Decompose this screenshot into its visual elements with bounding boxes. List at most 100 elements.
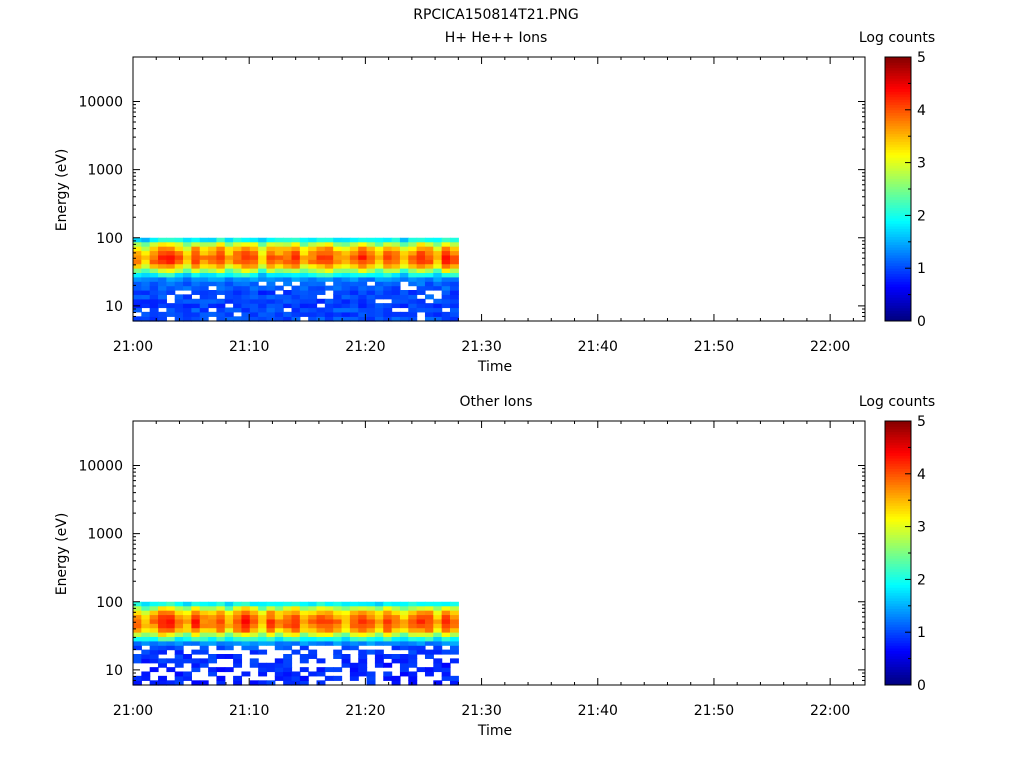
spectrogram-cell: [216, 285, 226, 291]
spectrogram-cell: [166, 601, 176, 607]
spectrogram-cell: [274, 627, 284, 633]
colorbar-segment: [885, 120, 911, 124]
spectrogram-cell: [399, 658, 409, 664]
spectrogram-cell: [141, 605, 151, 611]
spectrogram-cell: [399, 662, 409, 668]
spectrogram-cell: [216, 627, 226, 633]
spectrogram-cell: [324, 675, 334, 681]
spectrogram-cell: [441, 246, 451, 252]
spectrogram-cell: [449, 658, 459, 664]
spectrogram-cell: [299, 281, 309, 287]
spectrogram-cell: [408, 632, 418, 637]
spectrogram-cell: [374, 285, 384, 291]
colorbar-segment: [885, 181, 911, 185]
spectrogram-cell: [333, 632, 343, 637]
colorbar-segment: [885, 99, 911, 103]
spectrogram-cell: [358, 654, 368, 659]
spectrogram-cell: [183, 303, 192, 309]
spectrogram-cell: [174, 311, 184, 317]
spectrogram-cell: [141, 316, 151, 322]
spectrogram-cell: [174, 241, 184, 247]
spectrogram-cell: [449, 632, 459, 637]
colorbar-segment: [885, 255, 911, 259]
spectrogram-cell: [183, 675, 192, 681]
colorbar-segment: [885, 96, 911, 100]
spectrogram-cell: [316, 281, 326, 287]
spectrogram-cell: [133, 268, 142, 273]
spectrogram-cell: [149, 237, 159, 243]
spectrogram-cell: [383, 294, 393, 300]
colorbar-segment: [885, 526, 911, 530]
spectrogram-cell: [308, 618, 318, 624]
spectrogram-cell: [183, 298, 192, 304]
spectrogram-cell: [391, 601, 401, 607]
colorbar-segment: [885, 241, 911, 245]
spectrogram-cell: [208, 259, 218, 265]
colorbar-segment: [885, 582, 911, 586]
spectrogram-cell: [424, 623, 434, 629]
spectrogram-cell: [199, 649, 209, 655]
spectrogram-cell: [241, 632, 251, 637]
spectrogram-cell: [191, 263, 201, 269]
spectrogram-cell: [283, 263, 293, 269]
spectrogram-cell: [233, 268, 243, 273]
spectrogram-cell: [358, 667, 368, 673]
spectrogram-cell: [383, 654, 393, 659]
spectrogram-cell: [399, 640, 409, 646]
spectrogram-cell: [274, 618, 284, 624]
spectrogram-cell: [199, 285, 209, 291]
spectrogram-cell: [158, 618, 167, 624]
colorbar-segment: [885, 531, 911, 536]
spectrogram-cell: [341, 237, 351, 243]
spectrogram-cell: [424, 259, 434, 265]
spectrogram-cell: [416, 298, 426, 304]
spectrogram-cell: [199, 610, 209, 616]
colorbar-segment: [885, 59, 911, 63]
spectrogram-cell: [274, 645, 284, 651]
spectrogram-cell: [391, 311, 401, 317]
spectrogram-cell: [358, 649, 368, 655]
spectrogram-cell: [416, 276, 426, 282]
spectrogram-cell: [441, 311, 451, 317]
spectrogram-cell: [174, 645, 184, 651]
spectrogram-cell: [233, 281, 243, 287]
spectrogram-cell: [133, 298, 142, 304]
colorbar-segment: [885, 178, 911, 182]
spectrogram-cell: [433, 623, 443, 629]
spectrogram-cell: [258, 640, 268, 646]
spectrogram-cell: [283, 671, 293, 677]
spectrogram-cell: [191, 623, 201, 629]
colorbar-segment: [885, 204, 911, 208]
colorbar-segment: [885, 518, 911, 522]
spectrogram-cell: [358, 263, 368, 269]
spectrogram-cell: [349, 662, 359, 668]
spectrogram-cell: [366, 627, 376, 633]
colorbar-segment: [885, 70, 911, 74]
spectrogram-cell: [349, 640, 359, 646]
spectrogram-cell: [416, 601, 426, 607]
colorbar-tick-label: 0: [917, 314, 926, 330]
spectrogram-cell: [166, 618, 176, 624]
spectrogram-cell: [349, 645, 359, 651]
spectrogram-cell: [174, 259, 184, 265]
spectrogram-cell: [258, 618, 268, 624]
spectrogram-cell: [283, 680, 293, 686]
spectrogram-cell: [191, 307, 201, 313]
colorbar-segment: [885, 439, 911, 443]
spectrogram-cell: [424, 654, 434, 659]
colorbar-segment: [885, 152, 911, 156]
colorbar-segment: [885, 494, 911, 499]
spectrogram-cell: [433, 241, 443, 247]
spectrogram-cell: [141, 259, 151, 265]
spectrogram-cell: [233, 259, 243, 265]
spectrogram-cell: [291, 268, 301, 273]
spectrogram-cell: [274, 658, 284, 664]
x-tick-label: 21:40: [578, 339, 618, 355]
spectrogram-cell: [224, 298, 234, 304]
colorbar-segment: [885, 674, 911, 678]
spectrogram-cell: [258, 636, 268, 642]
spectrogram-cell: [258, 610, 268, 616]
spectrogram-cell: [249, 636, 259, 642]
spectrogram-cell: [183, 632, 192, 637]
spectrogram-cell: [208, 605, 218, 611]
